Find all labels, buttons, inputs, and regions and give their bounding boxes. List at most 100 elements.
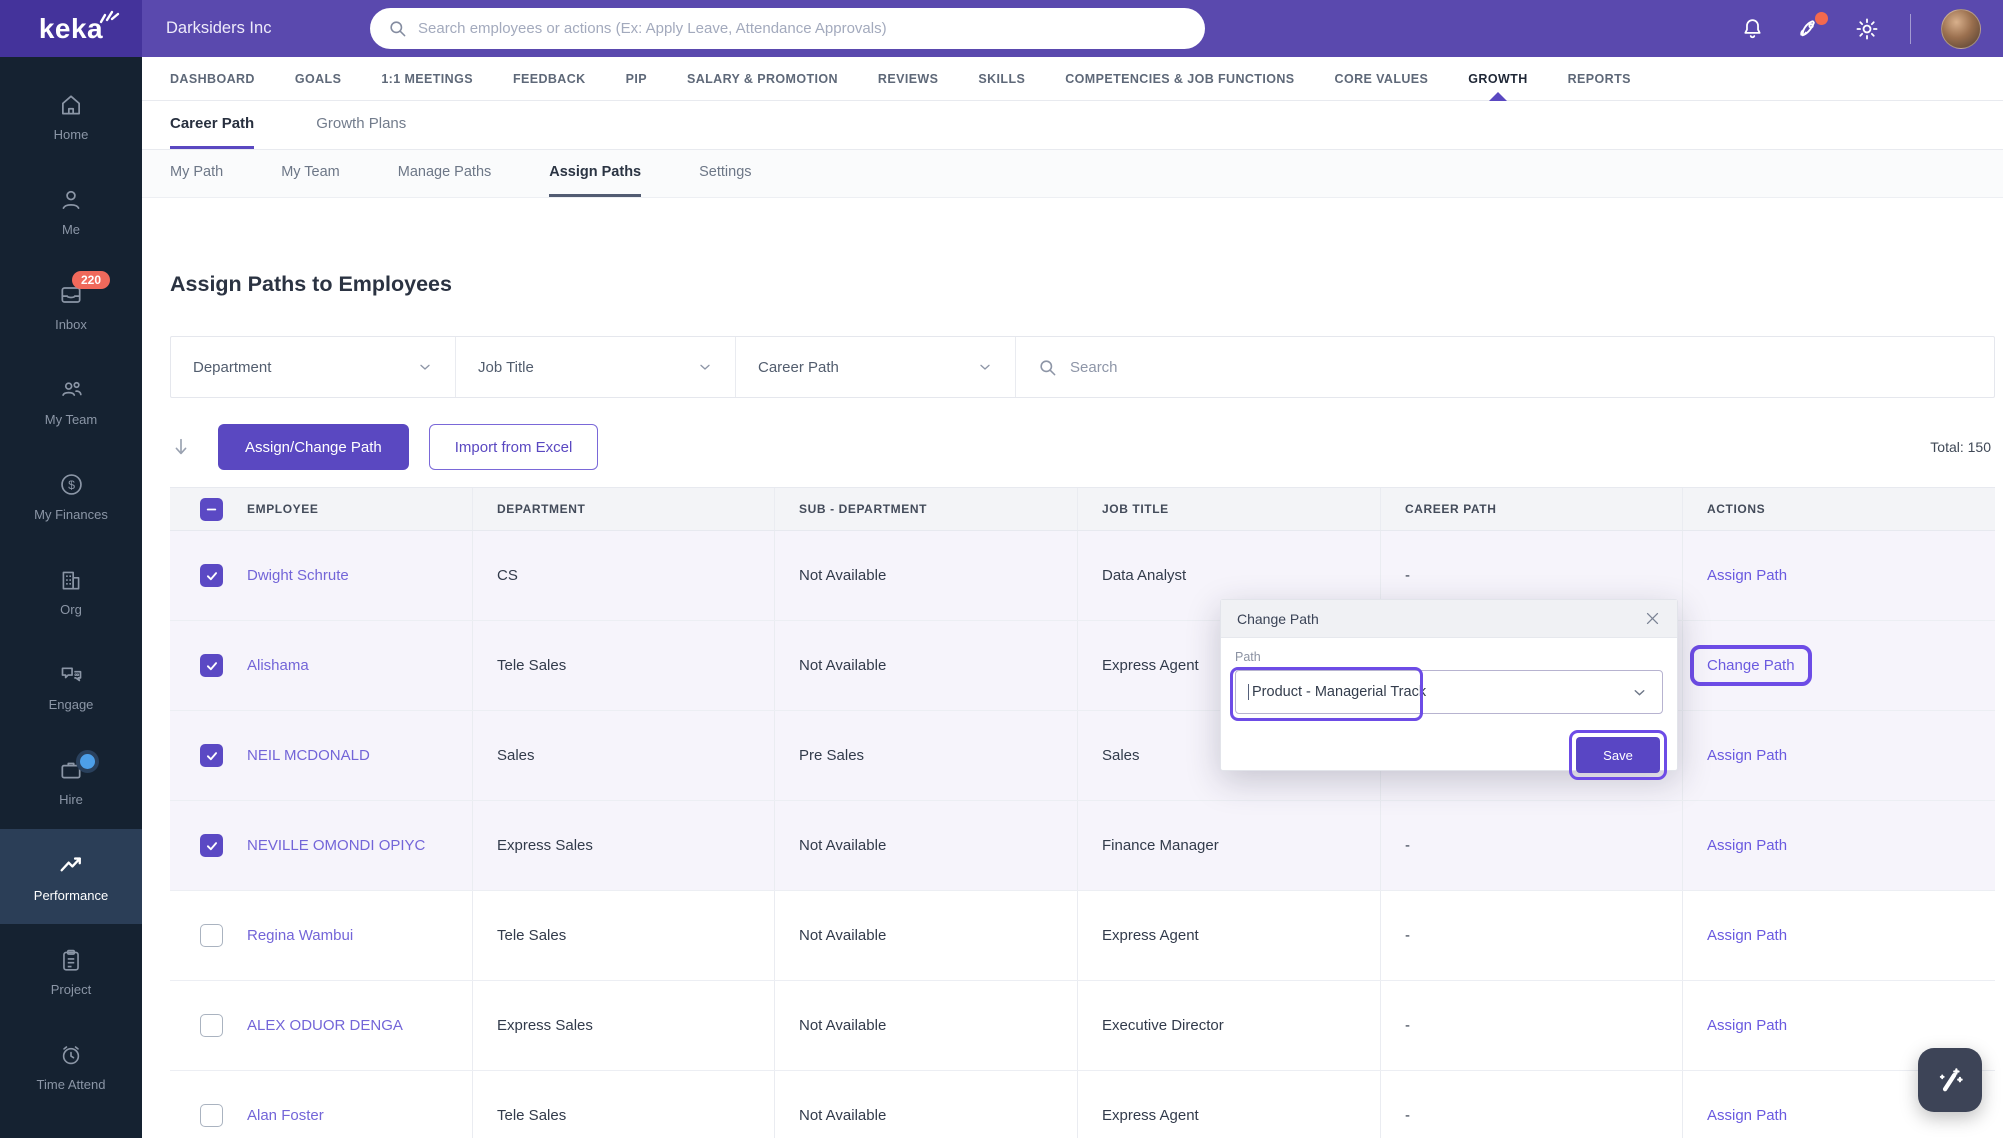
- keka-logo[interactable]: keka: [0, 0, 142, 57]
- table-row: Dwight Schrute CS Not Available Data Ana…: [170, 531, 1995, 621]
- inbox-badge: 220: [72, 271, 111, 289]
- modal-title: Change Path: [1237, 610, 1319, 627]
- tab-feedback[interactable]: FEEDBACK: [512, 71, 586, 86]
- col-job-title: JOB TITLE: [1102, 502, 1169, 516]
- user-avatar[interactable]: [1941, 8, 1981, 49]
- search-icon: [1040, 359, 1056, 375]
- clipboard-icon: [63, 949, 79, 971]
- tab-growth[interactable]: GROWTH: [1468, 57, 1527, 100]
- department-filter-dropdown[interactable]: Department: [171, 337, 456, 397]
- sidebar-item-me[interactable]: Me: [0, 164, 142, 259]
- sidebar-item-my-finances[interactable]: $ My Finances: [0, 449, 142, 544]
- tab-goals[interactable]: GOALS: [294, 71, 342, 86]
- row-checkbox[interactable]: [200, 564, 223, 587]
- check-icon: [206, 661, 217, 670]
- tab-skills[interactable]: SKILLS: [978, 71, 1026, 86]
- chevron-down-icon: [980, 364, 990, 370]
- assign-path-link[interactable]: Assign Path: [1707, 837, 1788, 854]
- employee-name-link[interactable]: Dwight Schrute: [247, 567, 349, 584]
- save-button[interactable]: Save: [1576, 737, 1660, 773]
- chevron-down-icon: [1634, 689, 1645, 696]
- table-row: Alan Foster Tele Sales Not Available Exp…: [170, 1071, 1995, 1138]
- sidebar-item-engage[interactable]: Engage: [0, 639, 142, 734]
- path-select-dropdown[interactable]: Product - Managerial Track: [1235, 670, 1663, 714]
- tab-competencies-job-functions[interactable]: COMPETENCIES & JOB FUNCTIONS: [1065, 71, 1295, 86]
- inbox-icon: [61, 286, 81, 303]
- sidebar-item-my-team[interactable]: My Team: [0, 354, 142, 449]
- engage-icon: [61, 667, 81, 682]
- sidebar-item-inbox[interactable]: 220 Inbox: [0, 259, 142, 354]
- sectiontab-my-team[interactable]: My Team: [281, 164, 340, 180]
- table-search-placeholder: Search: [1070, 358, 1118, 376]
- assign-path-link[interactable]: Assign Path: [1707, 747, 1788, 764]
- sort-descending-icon[interactable]: [170, 436, 192, 458]
- tab-reviews[interactable]: REVIEWS: [877, 71, 939, 86]
- org-icon: [62, 571, 80, 589]
- check-icon: [206, 841, 217, 850]
- global-search-input[interactable]: Search employees or actions (Ex: Apply L…: [370, 8, 1205, 49]
- row-checkbox[interactable]: [200, 744, 223, 767]
- row-checkbox[interactable]: [200, 1014, 223, 1037]
- col-actions: ACTIONS: [1707, 502, 1766, 516]
- table-row: Regina Wambui Tele Sales Not Available E…: [170, 891, 1995, 981]
- sidebar-item-project[interactable]: Project: [0, 924, 142, 1019]
- assign-path-link[interactable]: Assign Path: [1707, 1017, 1788, 1034]
- tab-pip[interactable]: PIP: [625, 71, 647, 86]
- table-search-input[interactable]: Search: [1016, 337, 1994, 397]
- sidebar-item-hire[interactable]: Hire: [0, 734, 142, 829]
- employee-name-link[interactable]: Alan Foster: [247, 1107, 324, 1124]
- indeterminate-icon: [206, 508, 217, 510]
- select-all-checkbox[interactable]: [200, 497, 223, 521]
- col-career-path: CAREER PATH: [1405, 502, 1497, 516]
- change-path-link[interactable]: Change Path: [1707, 657, 1795, 674]
- assign-path-link[interactable]: Assign Path: [1707, 927, 1788, 944]
- row-checkbox[interactable]: [200, 654, 223, 677]
- sectiontab-manage-paths[interactable]: Manage Paths: [397, 164, 492, 180]
- assign-path-link[interactable]: Assign Path: [1707, 567, 1788, 584]
- change-path-annotation-highlight: Change Path: [1690, 645, 1812, 686]
- assign-paths-table: EMPLOYEE DEPARTMENT SUB - DEPARTMENT JOB…: [170, 487, 1995, 1138]
- check-icon: [206, 571, 217, 580]
- assign-change-path-button[interactable]: Assign/Change Path: [218, 424, 409, 470]
- sectiontab-assign-paths[interactable]: Assign Paths: [549, 150, 642, 197]
- career-path-filter-dropdown[interactable]: Career Path: [736, 337, 1016, 397]
- svg-text:$: $: [68, 478, 75, 492]
- tab-1-1-meetings[interactable]: 1:1 MEETINGS: [381, 71, 473, 86]
- whats-new-rocket-icon[interactable]: [1796, 12, 1828, 42]
- tab-salary-promotion[interactable]: SALARY & PROMOTION: [686, 71, 838, 86]
- topbar-actions: [1739, 0, 1981, 57]
- employee-name-link[interactable]: ALEX ODUOR DENGA: [247, 1017, 403, 1034]
- trend-icon: [60, 856, 81, 871]
- notifications-bell-icon[interactable]: [1739, 15, 1766, 42]
- magic-wand-button[interactable]: [1918, 1048, 1982, 1112]
- tab-core-values[interactable]: CORE VALUES: [1334, 71, 1429, 86]
- close-icon[interactable]: [1644, 610, 1661, 627]
- row-checkbox[interactable]: [200, 924, 223, 947]
- sidebar-item-home[interactable]: Home: [0, 69, 142, 164]
- sectiontab-my-path[interactable]: My Path: [170, 164, 224, 180]
- assign-path-link[interactable]: Assign Path: [1707, 1107, 1788, 1124]
- modal-header: Change Path: [1221, 600, 1677, 638]
- sidebar-item-performance[interactable]: Performance: [0, 829, 142, 924]
- tab-dashboard[interactable]: DASHBOARD: [170, 71, 255, 86]
- change-path-modal: Change Path Path Product - Managerial Tr…: [1220, 599, 1678, 780]
- row-checkbox[interactable]: [200, 1104, 223, 1127]
- subtab-career-path[interactable]: Career Path: [170, 101, 255, 149]
- sectiontab-settings[interactable]: Settings: [699, 164, 752, 180]
- row-checkbox[interactable]: [200, 834, 223, 857]
- employee-name-link[interactable]: Alishama: [247, 657, 309, 674]
- settings-gear-icon[interactable]: [1853, 15, 1880, 42]
- employee-name-link[interactable]: NEVILLE OMONDI OPIYC: [247, 837, 426, 854]
- sidebar-item-time-attend[interactable]: Time Attend: [0, 1019, 142, 1114]
- save-annotation-highlight: Save: [1569, 730, 1667, 780]
- topbar-divider: [1910, 13, 1911, 44]
- tab-reports[interactable]: REPORTS: [1567, 71, 1631, 86]
- table-toolbar: Assign/Change Path Import from Excel Tot…: [170, 424, 1995, 470]
- sidebar-item-org[interactable]: Org: [0, 544, 142, 639]
- import-from-excel-button[interactable]: Import from Excel: [428, 424, 599, 470]
- job-title-filter-dropdown[interactable]: Job Title: [456, 337, 736, 397]
- filter-bar: Department Job Title Career Path Search: [170, 336, 1995, 398]
- employee-name-link[interactable]: Regina Wambui: [247, 927, 354, 944]
- subtab-growth-plans[interactable]: Growth Plans: [316, 115, 407, 132]
- employee-name-link[interactable]: NEIL MCDONALD: [247, 747, 370, 764]
